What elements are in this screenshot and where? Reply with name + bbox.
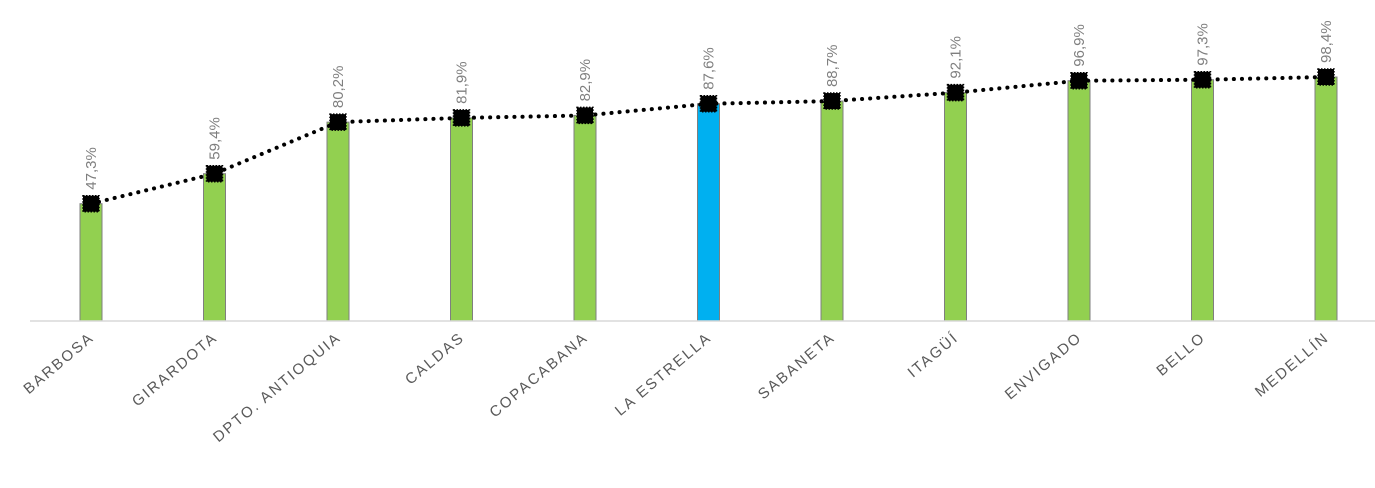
data-label: 87,6% <box>701 47 718 90</box>
data-label: 97,3% <box>1195 23 1212 66</box>
data-label: 98,4% <box>1318 20 1335 63</box>
data-label: 88,7% <box>824 45 841 88</box>
marker-point <box>452 109 471 127</box>
value-labels-group: 47,3% 59,4% 80,2% 81,9% 82,9% 87,6% 88,7% 92,1%… <box>83 20 1335 189</box>
data-label: 59,4% <box>207 117 224 160</box>
bar-itag- <box>944 92 967 322</box>
data-label: 82,9% <box>577 59 594 102</box>
category-label: BARBOSA <box>20 329 97 398</box>
marker-point <box>576 106 594 125</box>
marker-point <box>823 92 841 110</box>
marker-point <box>699 95 718 113</box>
bar-envigado <box>1067 80 1091 322</box>
category-label: COPACABANA <box>486 329 591 421</box>
marker-point <box>205 164 224 183</box>
category-label: LA ESTRELLA <box>612 329 715 419</box>
data-label: 96,9% <box>1071 24 1088 67</box>
category-label: ITAGÜÍ <box>904 328 962 381</box>
data-label: 81,9% <box>454 61 471 104</box>
bar-caldas <box>450 117 473 322</box>
bar-barbosa <box>79 203 103 322</box>
category-label: GIRARDOTA <box>129 329 221 410</box>
bar-sabaneta <box>820 100 844 322</box>
marker-point <box>82 194 100 213</box>
marker-point <box>1317 68 1335 86</box>
data-label: 80,2% <box>330 66 347 109</box>
marker-point <box>1070 71 1088 90</box>
category-label: SABANETA <box>755 329 839 403</box>
bar-copacabana <box>573 114 597 322</box>
bar-dpto-antioquia <box>326 121 350 322</box>
bar-la-estrella <box>697 103 720 322</box>
bar-bello <box>1191 79 1214 322</box>
bars-group <box>79 76 1338 322</box>
bar-girardota <box>203 173 226 322</box>
category-label: BELLO <box>1153 329 1209 380</box>
markers-group <box>82 68 1335 213</box>
marker-point <box>946 83 965 102</box>
marker-point <box>1193 70 1212 89</box>
category-label: MEDELLÍN <box>1252 329 1333 401</box>
bar-medell-n <box>1314 76 1338 322</box>
data-label: 92,1% <box>948 36 965 79</box>
data-label: 47,3% <box>83 147 100 190</box>
category-label: ENVIGADO <box>1002 329 1086 403</box>
category-label: CALDAS <box>402 329 468 388</box>
category-label: DPTO. ANTIOQUIA <box>210 329 345 446</box>
marker-point <box>329 113 347 131</box>
